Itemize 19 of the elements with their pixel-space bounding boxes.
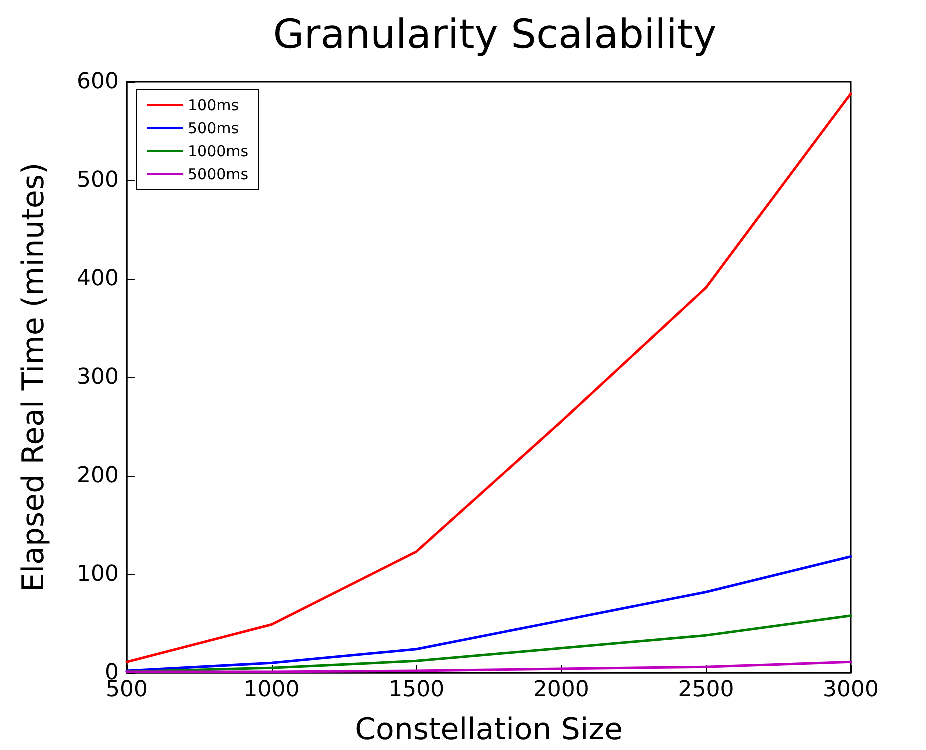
y-tick-label: 300: [77, 365, 119, 390]
x-tick-label: 2500: [678, 678, 734, 702]
line-series: [126, 92, 852, 664]
y-axis-title: Elapsed Real Time (minutes): [16, 162, 52, 592]
legend-label: 1000ms: [188, 142, 249, 160]
y-tick-label: 100: [77, 562, 119, 587]
legend-label: 100ms: [188, 96, 240, 114]
x-tick-label: 3000: [823, 678, 879, 702]
legend-label: 5000ms: [188, 166, 249, 184]
x-tick-label: 1000: [244, 678, 300, 702]
x-axis-title: Constellation Size: [355, 712, 623, 748]
y-tick-label: 400: [77, 266, 119, 292]
y-tick-label: 200: [77, 464, 119, 488]
x-tick-label: 2000: [533, 678, 590, 702]
y-tick-label: 500: [77, 168, 119, 193]
y-tick-label: 600: [77, 70, 119, 94]
legend-label: 500ms: [188, 120, 240, 138]
x-tick-label: 1500: [388, 678, 445, 702]
chart-title: Granularity Scalability: [273, 12, 717, 58]
